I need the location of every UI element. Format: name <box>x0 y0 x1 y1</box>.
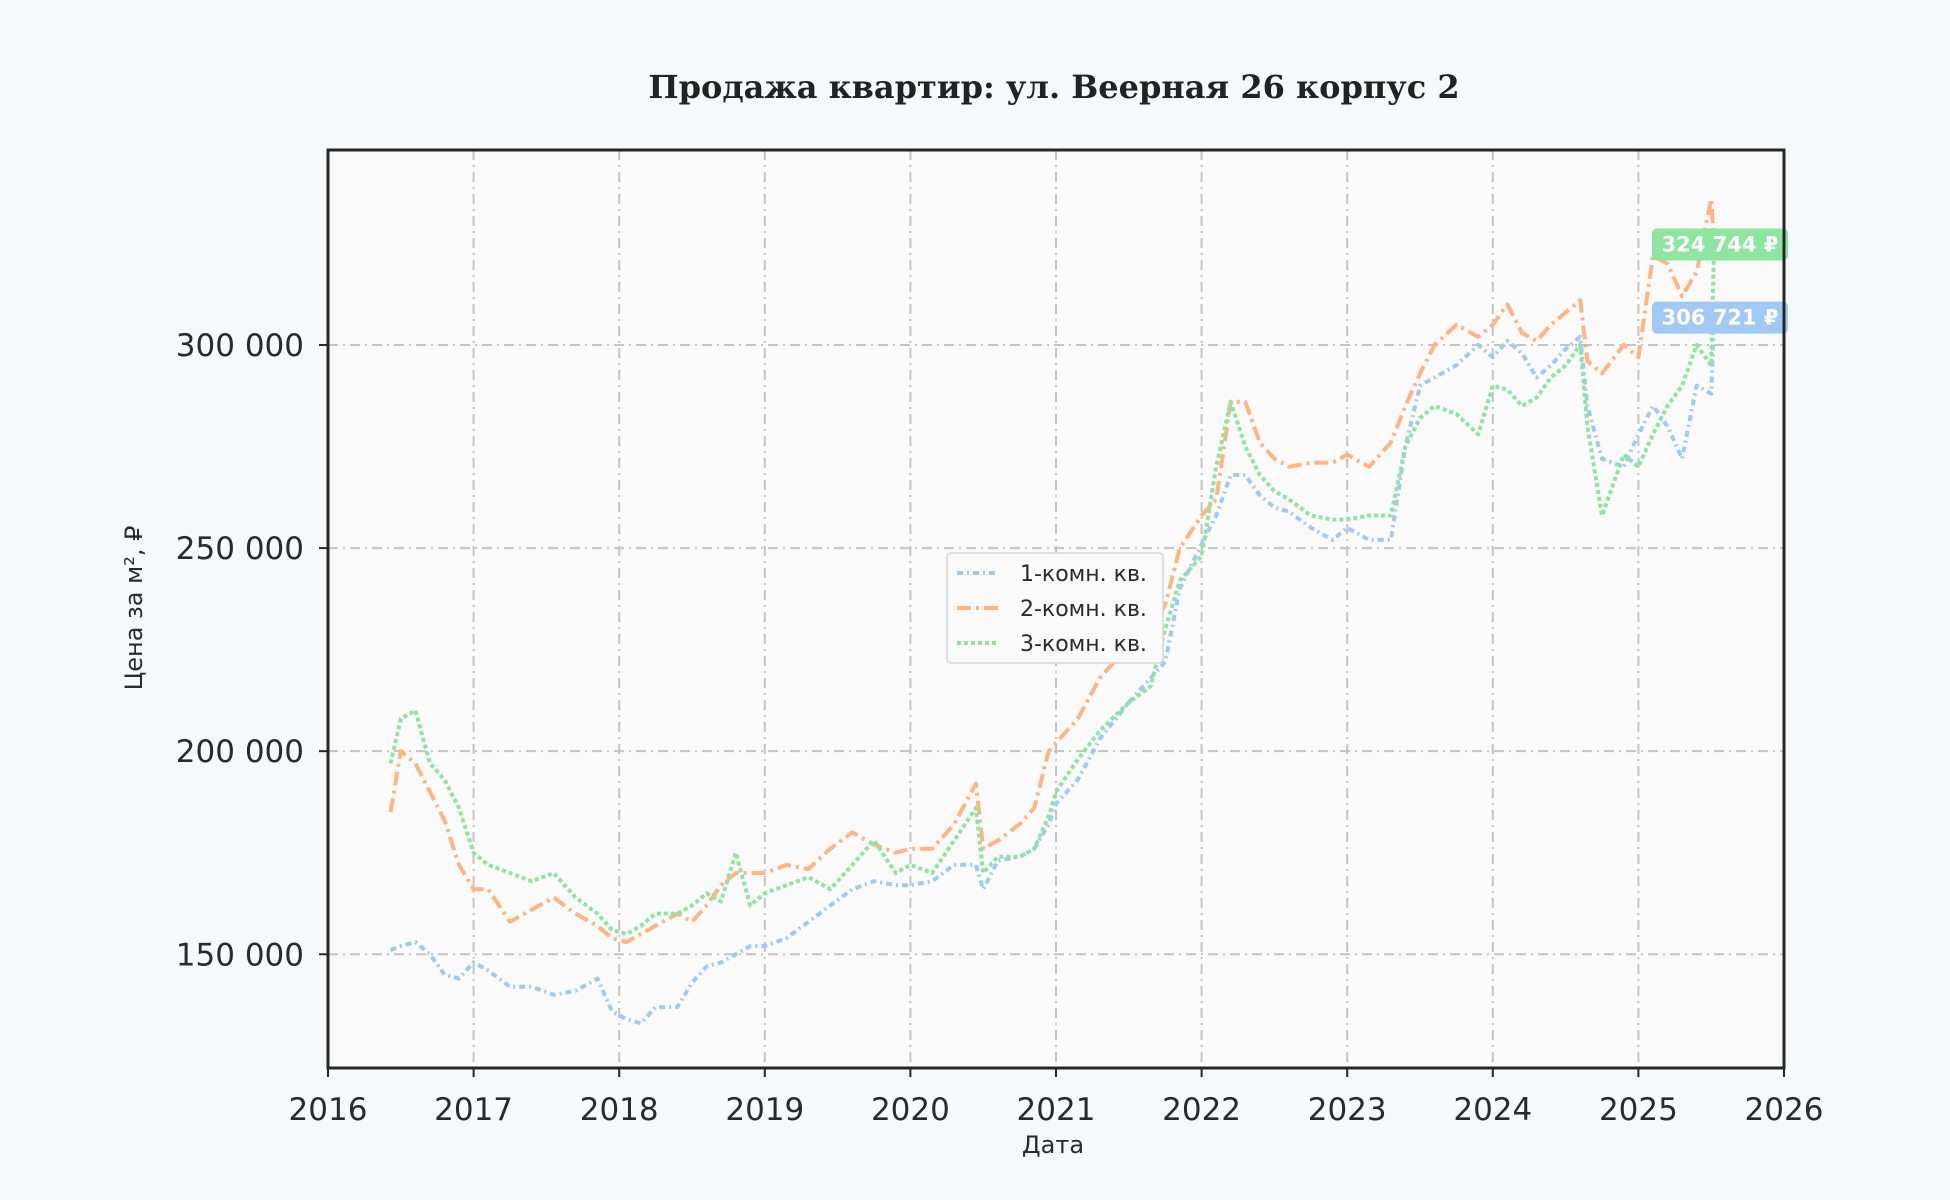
end-value-badge <box>1652 301 1788 334</box>
x-tick-label: 2025 <box>1599 1092 1678 1128</box>
end-value-badges: 324 744 ₽ 306 721 ₽ <box>1652 228 1788 334</box>
legend: 1-комн. кв. 2-комн. кв. 3-комн. кв. <box>946 552 1164 664</box>
x-tick-label: 2021 <box>1017 1092 1096 1128</box>
legend-label: 3-комн. кв. <box>1020 632 1147 657</box>
series-line-1 <box>389 317 1717 1026</box>
x-axis-label: Дата <box>1022 1131 1084 1159</box>
x-tick-label: 2026 <box>1745 1092 1824 1128</box>
x-tick-label: 2023 <box>1308 1092 1387 1128</box>
legend-box <box>946 552 1164 664</box>
y-tick-label: 200 000 <box>176 734 304 770</box>
x-tick-label: 2018 <box>580 1092 659 1128</box>
x-tick-label: 2017 <box>434 1092 513 1128</box>
x-tick-label: 2016 <box>289 1092 368 1128</box>
legend-label: 1-комн. кв. <box>1020 562 1147 587</box>
x-axis: 2016 2017 2018 2019 2020 2021 2022 2023 2024 2025… <box>289 1068 1824 1128</box>
y-tick-label: 300 000 <box>176 328 304 364</box>
x-tick-label: 2020 <box>871 1092 950 1128</box>
y-tick-label: 250 000 <box>176 531 304 567</box>
x-tick-label: 2019 <box>725 1092 804 1128</box>
series-layer <box>388 196 1717 1026</box>
x-tick-label: 2022 <box>1162 1092 1241 1128</box>
y-axis-label: Цена за м², ₽ <box>120 526 148 691</box>
chart-title: Продажа квартир: ул. Веерная 26 корпус 2 <box>648 68 1459 106</box>
end-value-label: 324 744 ₽ <box>1662 232 1779 256</box>
end-value-badge <box>1652 228 1788 261</box>
legend-label: 2-комн. кв. <box>1020 597 1147 622</box>
series-line-2 <box>388 196 1717 945</box>
y-axis: 150 000 200 000 250 000 300 000 <box>176 328 328 973</box>
y-tick-label: 150 000 <box>176 937 304 973</box>
end-value-label: 306 721 ₽ <box>1662 306 1779 330</box>
x-tick-label: 2024 <box>1453 1092 1532 1128</box>
